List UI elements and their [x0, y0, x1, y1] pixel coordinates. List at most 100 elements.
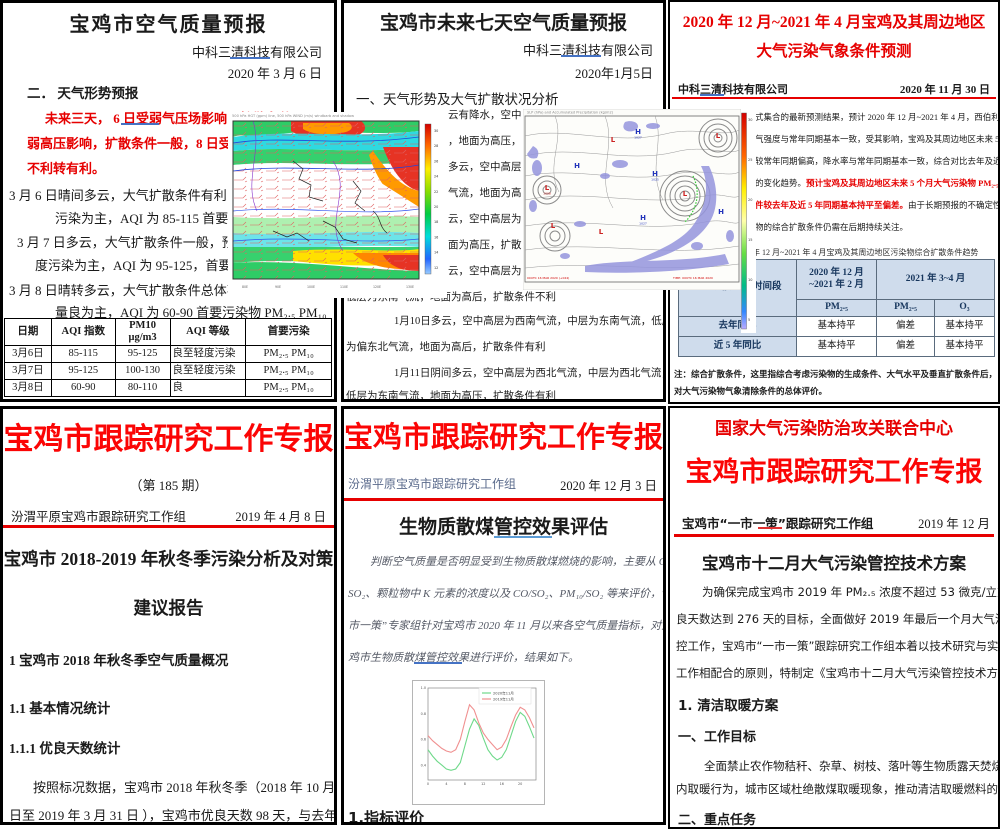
- page-title: 宝鸡市空气质量预报: [69, 14, 268, 36]
- body-line: 市一策”专家组针对宝鸡市 2020 年 11 月以来各空气质量指标，对宝: [348, 620, 666, 632]
- period-header: 2021 年 3~4 月: [876, 259, 995, 300]
- period-header: 2020 年 12 月 ~2021 年 2 月: [796, 259, 877, 300]
- body-fragment: 云，空中高层为: [448, 214, 522, 225]
- cell-grade: 良至轻度污染: [169, 345, 247, 364]
- body-segment-red: 预计宝鸡及其周边地区未来 5 个月大气污染物 PM₂.₅: [806, 178, 999, 188]
- cell-value: 基本持平: [796, 336, 877, 357]
- table-row: 去年同比 基本持平 偏差 基本持平: [678, 316, 995, 337]
- svg-text:15: 15: [748, 238, 752, 242]
- spellcheck-underline: [561, 55, 601, 57]
- body-line: 为偏东北气流，地面为高后，扩散条件有利: [346, 342, 546, 353]
- report-title: 宝鸡市十二月大气污染管控技术方案: [702, 554, 966, 573]
- spellcheck-underline: [700, 94, 724, 96]
- spellcheck-underline: [414, 662, 462, 664]
- body-line: 污染为主，AQI 为 85-115 首要污染物: [55, 211, 268, 226]
- svg-text:L: L: [611, 136, 616, 144]
- cell-aqi: 85-115: [50, 345, 116, 364]
- table-note: 对大气污染物气象清除条件的总体评价。: [674, 386, 828, 396]
- table-note: 注：综合扩散条件，这里指综合考虑污染物的生成条件、大气水平及垂直扩散条件后，: [674, 369, 998, 379]
- body-line: 低层为东南气流，地面为高后，扩散条件不利: [346, 292, 556, 303]
- svg-text:L: L: [545, 184, 550, 192]
- body-line: 气强度与常年同期基本一致，受其影响，宝鸡及其周边地区未来 5 个: [755, 134, 1000, 144]
- body-line: 全面禁止农作物秸秆、杂草、树枝、落叶等生物质露天焚烧和室: [704, 759, 1000, 773]
- svg-text:26: 26: [434, 159, 438, 163]
- cell-pollutant: PM₂.₅ PM₁₀: [245, 379, 332, 398]
- body-line: 良天数达到 276 天的目标，全面做好 2019 年最后一个月大气污染管: [676, 612, 1000, 626]
- table-header: AQI 指数: [50, 317, 116, 347]
- document-bulletin-185[interactable]: 宝鸡市跟踪研究工作专报 （第 185 期） 汾渭平原宝鸡市跟踪研究工作组 201…: [0, 406, 337, 825]
- svg-text:110E: 110E: [340, 285, 348, 289]
- table-caption: 年 12 月~2021 年 4 月宝鸡及其周边地区污染物综合扩散条件趋势: [752, 248, 979, 257]
- body-fragment: 云有降水，空中: [448, 110, 522, 121]
- issue-number: （第 185 期）: [129, 478, 208, 493]
- cell-value: 偏差: [876, 316, 935, 337]
- body-line: 为确保完成宝鸡市 2019 年 PM₂.₅ 浓度不超过 53 微克/立方米，优: [702, 585, 998, 599]
- body-line: 物的综合扩散条件仍需在后期持续关注。: [755, 222, 909, 232]
- svg-text:22: 22: [434, 190, 438, 194]
- masthead-title: 宝鸡市跟踪研究工作专报: [3, 422, 334, 457]
- body-fragment: 云，空中高层为: [448, 266, 522, 277]
- body-line: SO₂、颗粒物中 K 元素的浓度以及 CO/SO₂、PM₁₀/SO₂ 等来评价，…: [348, 588, 666, 600]
- table-row: 3月6日 85-115 95-125 良至轻度污染 PM₂.₅ PM₁₀: [4, 345, 332, 364]
- map-title: SLP (hPa) and Accumulated Precipitation …: [527, 111, 614, 115]
- svg-text:130E: 130E: [406, 285, 414, 289]
- date-line: 2019 年 4 月 8 日: [235, 510, 326, 524]
- svg-text:1027: 1027: [634, 136, 642, 140]
- date-line: 2020年1月5日: [574, 66, 653, 81]
- pollutant-header: PM₂.₅: [876, 299, 935, 317]
- page-title-line2: 大气污染气象条件预测: [756, 43, 912, 60]
- cell-grade: 良: [169, 379, 247, 398]
- heading-1: 1. 清洁取暖方案: [678, 698, 779, 714]
- svg-text:H: H: [635, 128, 641, 136]
- highlight-line: 弱高压影响，扩散条件一般，8 日受高压: [27, 136, 258, 151]
- svg-text:20: 20: [748, 198, 752, 202]
- cell-value: 偏差: [876, 336, 935, 357]
- surface-pressure-map-image: SLP (hPa) and Accumulated Precipitation …: [522, 108, 742, 291]
- svg-text:1025: 1025: [651, 178, 659, 182]
- document-biomass-evaluation[interactable]: 宝鸡市跟踪研究工作专报 汾渭平原宝鸡市跟踪研究工作组 2020 年 12 月 3…: [341, 406, 666, 825]
- document-december-plan[interactable]: 国家大气污染防治攻关联合中心 宝鸡市跟踪研究工作专报 宝鸡市“一市一策”跟踪研究…: [668, 406, 1000, 829]
- body-line: 3 月 6 日晴间多云，大气扩散条件有利，预计空气: [9, 188, 292, 203]
- body-segment-red: 件较去年及近 5 年同期基本持平至偏差。: [755, 200, 909, 210]
- date-line: 2019 年 12 月: [918, 517, 990, 531]
- svg-text:16: 16: [434, 235, 438, 239]
- body-line: 较常年同期偏高，降水率与常年同期基本一致，综合对比去年及近 5: [755, 156, 1000, 166]
- document-daily-aqi-forecast[interactable]: 宝鸡市空气质量预报 中科三清科技有限公司 2020 年 3 月 6 日 二． 天…: [0, 0, 337, 402]
- body-line: 件较去年及近 5 年同期基本持平至偏差。由于长期预报的不确定性: [755, 199, 1000, 211]
- heading-1-1: 1.1 基本情况统计: [9, 701, 111, 716]
- svg-text:H: H: [574, 162, 580, 170]
- svg-text:28: 28: [434, 144, 438, 148]
- front-line: [684, 175, 698, 223]
- body-line: 工作相配合的原则，特制定《宝鸡市十二月大气污染管控技术方案》。: [676, 666, 1000, 680]
- table-row: 3月7日 95-125 100-130 良至轻度污染 PM₂.₅ PM₁₀: [4, 362, 332, 381]
- center-header: 国家大气污染防治攻关联合中心: [715, 419, 953, 438]
- cell-pm10: 80-110: [114, 379, 171, 398]
- date-line: 2020 年 11 月 30 日: [899, 84, 990, 96]
- map-title: 500 hPa HGT (gpm) line, 500 hPa WIND (m/…: [232, 114, 354, 118]
- map-axis-labels: 80E 90E 100E 110E 120E 130E: [242, 285, 414, 289]
- body-segment: 由于长期预报的不确定性: [908, 200, 1000, 210]
- svg-text:0.4: 0.4: [421, 763, 426, 767]
- svg-text:1008: 1008: [543, 192, 551, 196]
- title-rule: [672, 97, 996, 99]
- body-line: 度污染为主，AQI 为 95-125，首要污染物: [35, 258, 271, 273]
- body-line: 低层为东南气流，地面为高压，扩散条件有利: [346, 391, 556, 402]
- precipitation-shading: [527, 121, 734, 273]
- wind-field-map-image: 500 hPa HGT (gpm) line, 500 hPa WIND (m/…: [228, 112, 447, 298]
- svg-text:0.8: 0.8: [421, 712, 426, 716]
- body-line: 的变化趋势。预计宝鸡及其周边地区未来 5 个月大气污染物 PM₂.₅: [755, 177, 999, 189]
- pollutant-header: PM₂.₅: [796, 299, 877, 317]
- org-line: 宝鸡市“一市一策”跟踪研究工作组: [682, 516, 874, 531]
- date-line: 2020 年 12 月 3 日: [560, 479, 657, 493]
- cyclone-contours: [532, 118, 738, 252]
- cell-aqi: 95-125: [50, 362, 116, 381]
- svg-text:0: 0: [427, 782, 429, 786]
- org-line: 汾渭平原宝鸡市跟踪研究工作组: [348, 477, 517, 491]
- svg-text:30: 30: [748, 118, 752, 122]
- svg-text:L: L: [683, 190, 688, 198]
- spellcheck-underline: [494, 536, 552, 538]
- body-segment: 的变化趋势。: [755, 178, 807, 188]
